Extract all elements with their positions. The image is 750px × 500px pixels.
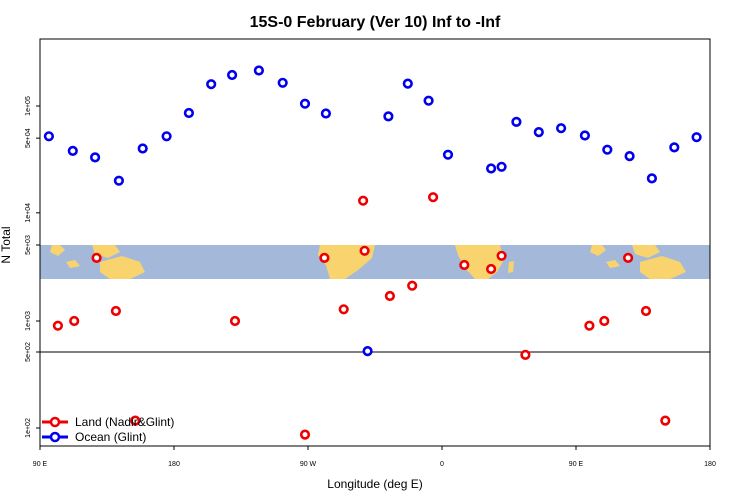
ocean-point <box>579 130 591 141</box>
land-point <box>660 415 671 426</box>
land-point <box>299 429 311 440</box>
ocean-point <box>423 95 434 106</box>
ocean-point <box>320 108 332 119</box>
land-point <box>229 315 241 327</box>
y-axis-label: N Total <box>0 226 13 263</box>
legend-marker-ocean <box>49 431 61 443</box>
land-australia <box>100 256 145 279</box>
data-points <box>43 65 702 440</box>
ocean-point <box>183 107 194 119</box>
land-point <box>622 252 634 263</box>
legend-label-land: Land (Nadir&Glint) <box>75 415 174 429</box>
ocean-point <box>206 79 217 90</box>
ocean-point <box>602 144 613 155</box>
land-islands <box>66 260 80 268</box>
land-point <box>640 305 652 317</box>
ocean-point <box>362 346 373 357</box>
land-australia-2 <box>640 256 686 279</box>
x-tick-label: 90 W <box>300 461 317 468</box>
land-point <box>130 415 141 426</box>
ocean-point <box>113 175 124 186</box>
y-tick-label: 5e+03 <box>25 235 32 255</box>
legend: Land (Nadir&Glint) Ocean (Glint) <box>42 415 174 444</box>
ocean-point <box>89 152 101 163</box>
ocean-point <box>43 131 55 142</box>
ocean-point <box>383 111 394 122</box>
series-ocean <box>43 65 702 357</box>
land-new-guinea-2 <box>632 245 660 258</box>
ocean-point <box>161 131 172 142</box>
ocean-point <box>624 151 635 162</box>
ocean-point <box>511 116 522 127</box>
ocean-point <box>486 163 497 174</box>
ocean-point <box>669 142 680 153</box>
ocean-point <box>402 78 413 89</box>
land-borneo-sumatra <box>50 245 65 256</box>
y-tick-label: 1e+03 <box>25 311 32 331</box>
y-tick-label: 5e+02 <box>25 342 32 362</box>
land-point <box>91 252 102 263</box>
land-borneo-sumatra-2 <box>590 245 606 256</box>
ocean-point <box>442 149 454 160</box>
land-point <box>584 320 595 331</box>
x-tick-label: 0 <box>440 461 444 468</box>
plot-frame <box>39 38 711 447</box>
ocean-point <box>299 98 311 109</box>
land-point <box>384 290 396 302</box>
land-point <box>486 263 497 275</box>
land-point <box>358 195 369 206</box>
land-point <box>496 250 507 261</box>
series-land <box>52 192 671 440</box>
land-point <box>52 320 64 331</box>
land-point <box>459 259 470 271</box>
legend-marker-land <box>49 416 61 428</box>
land-point <box>428 192 439 203</box>
ocean-point <box>646 173 658 184</box>
land-point <box>520 349 531 361</box>
ocean-point <box>555 123 567 134</box>
ocean-point <box>137 143 148 154</box>
land-point <box>319 252 330 263</box>
y-axis-ticks: 5e+03 1e+04 5e+04 1e+05 5e+02 1e+03 1e+02 <box>25 96 40 438</box>
ocean-point <box>277 77 288 88</box>
x-tick-label: 180 <box>168 461 180 468</box>
land-point <box>69 315 80 327</box>
ocean-point <box>227 69 238 81</box>
world-map-band <box>40 245 710 279</box>
x-axis-label: Longitude (deg E) <box>327 477 422 491</box>
ocean-point <box>533 127 544 138</box>
legend-label-ocean: Ocean (Glint) <box>75 430 146 444</box>
land-point <box>599 315 610 327</box>
ocean-point <box>67 145 78 156</box>
land-point <box>110 305 121 317</box>
y-tick-label: 1e+04 <box>25 203 32 223</box>
land-point <box>359 245 370 256</box>
y-tick-label: 5e+04 <box>25 128 32 148</box>
x-tick-label: 90 E <box>569 461 584 468</box>
ocean-point <box>691 132 702 143</box>
ocean-point <box>496 161 507 172</box>
land-islands-2 <box>606 260 620 268</box>
x-tick-label: 180 <box>704 461 716 468</box>
y-tick-label: 1e+05 <box>25 96 32 116</box>
ocean-point <box>253 65 264 76</box>
land-point <box>338 304 349 315</box>
chart-title: 15S-0 February (Ver 10) Inf to -Inf <box>250 14 501 31</box>
y-tick-label: 1e+02 <box>25 418 32 438</box>
x-tick-label: 90 E <box>33 461 48 468</box>
land-point <box>407 280 418 291</box>
land-madagascar <box>508 261 514 273</box>
x-axis-ticks: 90 E 180 90 W 0 90 E 180 <box>33 446 716 468</box>
